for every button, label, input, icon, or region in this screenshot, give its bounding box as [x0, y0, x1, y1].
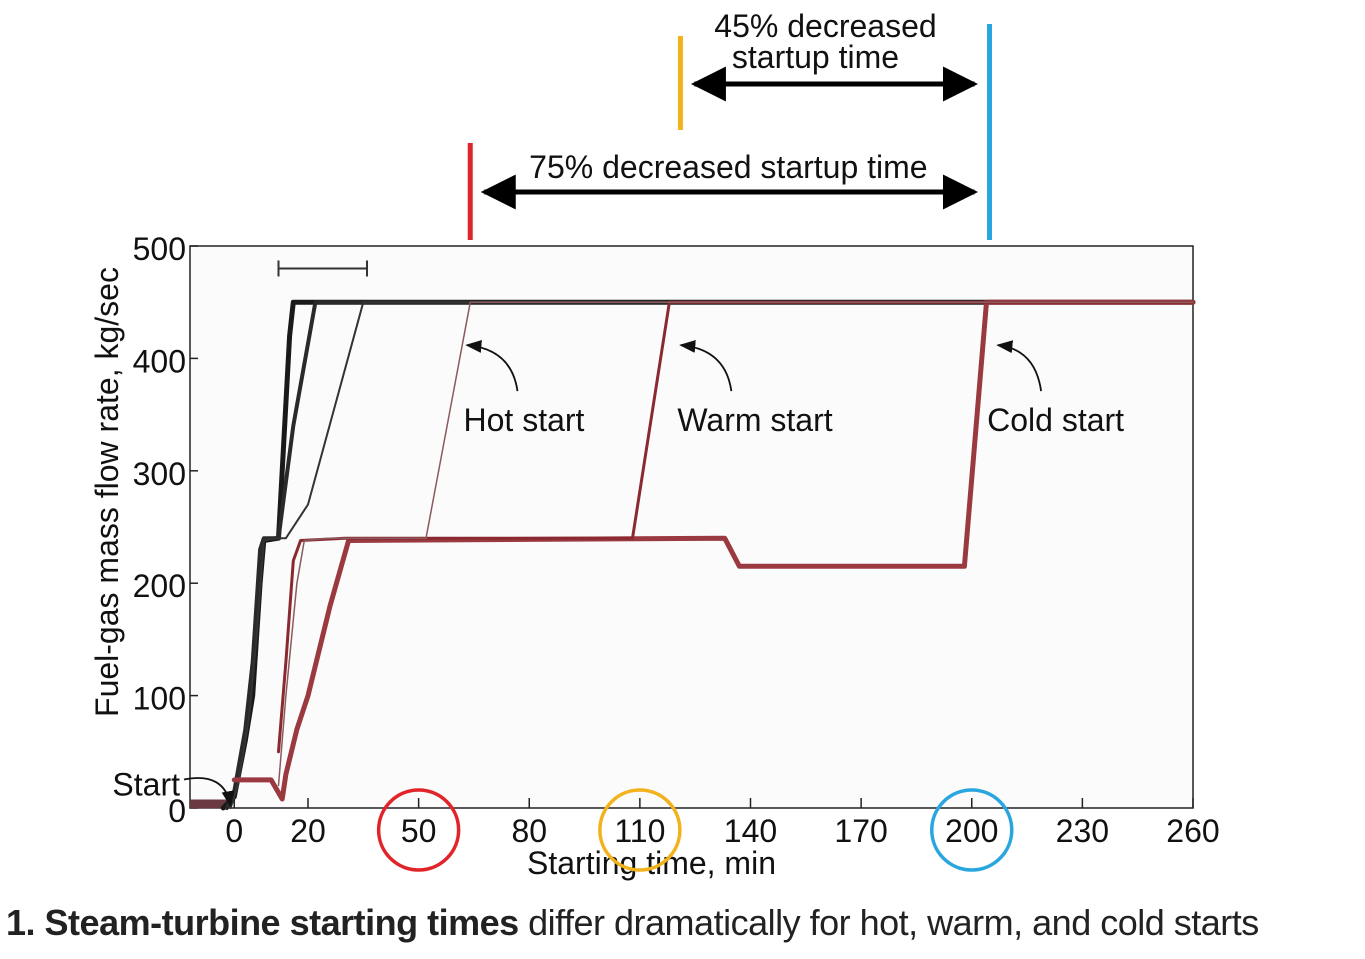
- x-tick-label: 0: [225, 813, 243, 849]
- caption-number: 1.: [6, 902, 36, 943]
- x-tick-label: 80: [511, 813, 547, 849]
- figure-caption: 1. Steam-turbine starting times differ d…: [6, 902, 1259, 944]
- annotation-label: Cold start: [987, 402, 1124, 438]
- y-tick-label: 400: [133, 343, 186, 379]
- series-line-2: [224, 300, 1195, 810]
- caption-bold: Steam-turbine starting times: [44, 902, 520, 943]
- comparison-label-75: 75% decreased startup time: [529, 149, 927, 185]
- caption-rest: differ dramatically for hot, warm, and c…: [518, 902, 1259, 943]
- annotation-label: Hot start: [464, 402, 585, 438]
- x-axis-label: Starting time, min: [527, 845, 776, 881]
- plot-area: [189, 245, 1194, 809]
- y-tick-label: 0: [168, 793, 186, 829]
- x-tick-label: 50: [401, 813, 437, 849]
- tick-highlight-circle: [930, 788, 1014, 872]
- annotation-arrow: [996, 340, 1043, 392]
- comparison-label-45-line1: 45% decreased: [714, 8, 936, 44]
- annotation-label: Warm start: [677, 402, 832, 438]
- y-tick-label: 300: [133, 456, 186, 492]
- tick-highlight-circle: [598, 788, 682, 872]
- series-line-6: [277, 301, 1194, 787]
- x-tick-label: 110: [614, 813, 665, 849]
- x-tick-label: 140: [724, 813, 777, 849]
- series-line-4: [231, 299, 1196, 802]
- x-tick-label: 230: [1056, 813, 1109, 849]
- annotation-start: Start: [112, 767, 180, 803]
- tick-highlight-circle: [376, 788, 461, 872]
- x-tick-label: 200: [945, 813, 998, 849]
- x-tick-label: 260: [1166, 813, 1219, 849]
- x-tick-label: 20: [290, 813, 326, 849]
- y-axis-label: Fuel-gas mass flow rate, kg/sec: [89, 267, 125, 717]
- y-tick-label: 100: [133, 681, 186, 717]
- y-tick-label: 500: [133, 231, 186, 267]
- x-tick-label: 170: [834, 813, 887, 849]
- annotation-arrow: [679, 340, 733, 392]
- annotation-arrow: [183, 777, 235, 808]
- series-line-3: [229, 301, 1194, 809]
- annotation-arrow: [465, 340, 519, 392]
- comparison-label-45-line2: startup time: [732, 39, 899, 75]
- fuel-gas-flow-chart: 0 100 200 300 400 500 0 20 50 80 110 140 170 200 230 26…: [89, 8, 1220, 881]
- y-tick-label: 200: [133, 568, 186, 604]
